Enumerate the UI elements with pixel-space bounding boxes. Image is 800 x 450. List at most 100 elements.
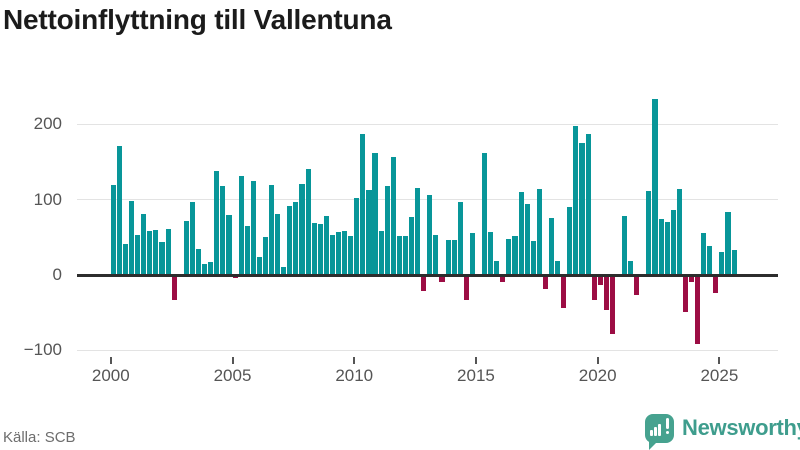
bar-q95 <box>688 274 695 282</box>
bar-q82 <box>609 274 615 335</box>
bar-q40 <box>354 197 360 276</box>
x-axis-label-2025: 2025 <box>700 366 739 385</box>
gridline-200 <box>77 123 778 125</box>
bar-q31 <box>299 184 305 276</box>
bar-q12 <box>183 221 189 276</box>
bar-q9 <box>165 228 171 276</box>
bar-q56 <box>451 239 457 276</box>
mini-bar-chart-icon <box>650 423 661 436</box>
x-tick-2000 <box>109 357 112 364</box>
bar-q28 <box>281 266 287 276</box>
bar-q102 <box>731 249 737 276</box>
bar-q80 <box>597 274 603 286</box>
bar-q79 <box>591 274 597 301</box>
bar-q73 <box>555 260 561 276</box>
x-axis-label-2005: 2005 <box>213 366 252 385</box>
bar-q34 <box>317 224 323 276</box>
bar-q99 <box>713 274 719 293</box>
x-tick-2015 <box>474 357 477 364</box>
bar-q74 <box>561 274 567 308</box>
bar-q5 <box>141 214 147 276</box>
bar-q43 <box>372 152 378 276</box>
bar-q66 <box>512 236 518 276</box>
bar-q77 <box>579 143 585 276</box>
bar-q78 <box>585 133 591 276</box>
newsworthy-logo: Newsworthy <box>645 413 800 450</box>
bar-q49 <box>409 216 415 276</box>
y-axis-label--100: −100 <box>23 340 62 360</box>
bar-q86 <box>634 274 640 296</box>
bar-q68 <box>524 204 530 276</box>
bar-q26 <box>269 184 275 276</box>
bar-q39 <box>348 236 354 276</box>
x-axis-label-2015: 2015 <box>457 366 495 385</box>
bar-q67 <box>518 191 524 276</box>
bar-q89 <box>652 99 658 276</box>
bar-q97 <box>701 233 707 276</box>
bar-q84 <box>622 215 628 276</box>
bar-q19 <box>226 215 232 276</box>
bar-q23 <box>250 181 256 276</box>
bar-q6 <box>147 230 153 276</box>
exclamation-icon <box>666 417 669 434</box>
bar-q47 <box>396 236 402 276</box>
x-tick-2010 <box>353 357 356 364</box>
bar-q30 <box>293 202 299 276</box>
bubble-tail <box>649 440 658 450</box>
bar-q25 <box>262 236 269 276</box>
bar-q27 <box>275 214 281 276</box>
bar-q90 <box>658 218 664 276</box>
bar-q29 <box>287 205 293 276</box>
bar-q41 <box>360 134 366 276</box>
bar-q94 <box>682 274 688 313</box>
source-note: Källa: SCB <box>3 429 76 446</box>
newsworthy-wordmark: Newsworthy <box>682 415 800 440</box>
newsworthy-bubble-icon <box>645 413 674 450</box>
bar-q0 <box>110 184 116 276</box>
bar-q54 <box>439 274 445 283</box>
bar-q76 <box>573 126 579 276</box>
bar-q88 <box>646 190 652 276</box>
bar-q75 <box>567 206 573 276</box>
bar-q44 <box>378 230 384 276</box>
bar-q8 <box>159 242 165 276</box>
y-axis-label-200: 200 <box>33 114 62 134</box>
bar-q46 <box>390 157 396 276</box>
bar-q55 <box>445 239 451 276</box>
bar-q13 <box>189 202 195 276</box>
bar-q53 <box>433 234 439 276</box>
bar-q93 <box>676 189 682 276</box>
bar-q64 <box>500 274 506 282</box>
bar-q71 <box>542 274 548 290</box>
bar-q51 <box>421 274 427 291</box>
x-axis-label-2000: 2000 <box>91 366 130 385</box>
x-axis-label-2010: 2010 <box>335 366 374 385</box>
bar-q10 <box>171 274 177 300</box>
bar-q91 <box>664 221 670 276</box>
bar-q58 <box>463 274 469 300</box>
y-axis-label-0: 0 <box>52 265 62 284</box>
bar-q3 <box>129 201 135 276</box>
x-tick-2005 <box>231 357 234 364</box>
bar-q59 <box>469 233 475 276</box>
bar-q85 <box>628 260 634 276</box>
bar-q32 <box>305 169 311 276</box>
bar-q69 <box>530 240 536 276</box>
bar-q62 <box>488 231 494 276</box>
bar-q15 <box>202 263 208 276</box>
bar-q61 <box>482 152 488 276</box>
bar-q101 <box>725 211 731 276</box>
zero-axis-line <box>77 273 778 277</box>
x-tick-2020 <box>596 357 599 364</box>
bar-q100 <box>719 251 725 276</box>
bar-q50 <box>415 187 421 276</box>
bar-q81 <box>603 274 609 311</box>
bar-q36 <box>329 235 335 276</box>
bar-q24 <box>256 257 262 276</box>
bar-q18 <box>220 185 226 276</box>
bar-q72 <box>548 218 555 276</box>
bar-q52 <box>427 195 433 276</box>
bar-q42 <box>366 190 372 276</box>
bar-q45 <box>384 185 390 276</box>
